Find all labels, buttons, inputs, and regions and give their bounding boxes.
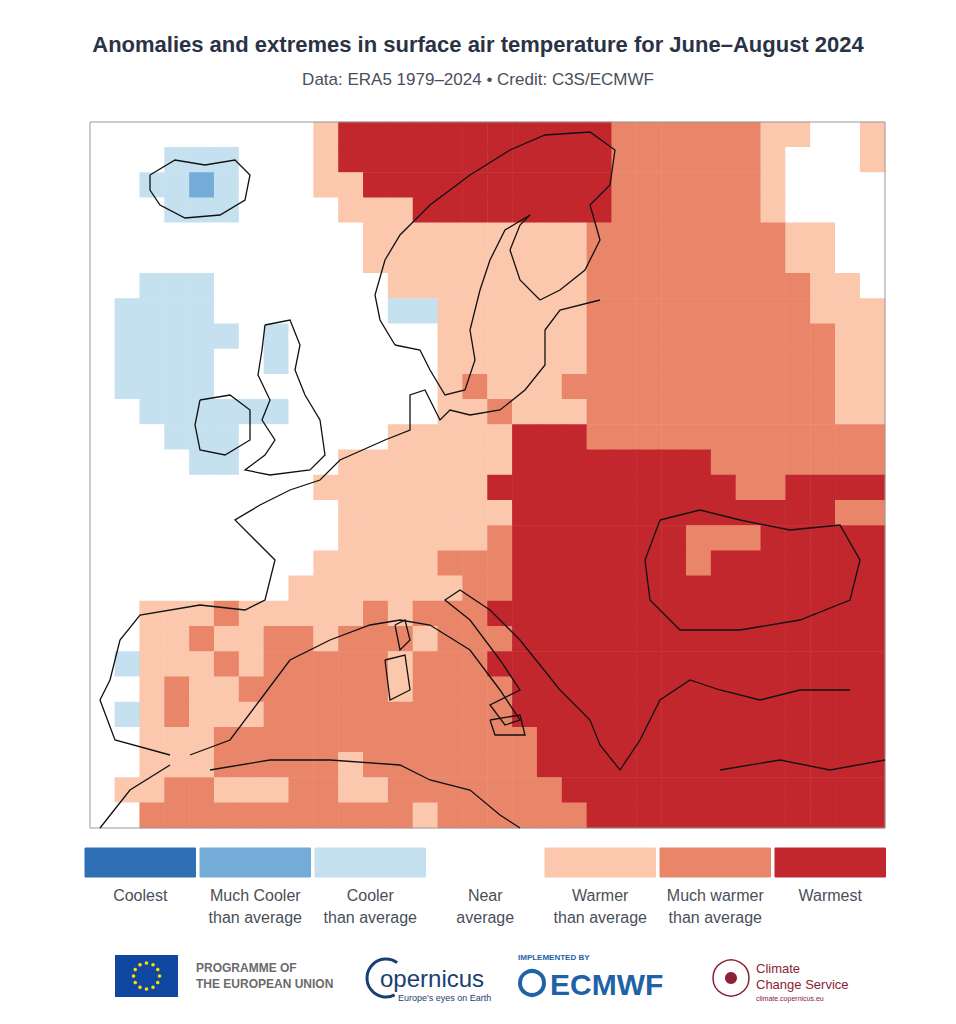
svg-text:ECMWF: ECMWF: [550, 968, 663, 1001]
svg-text:Much Cooler: Much Cooler: [210, 887, 301, 904]
svg-text:opernicus: opernicus: [380, 965, 484, 992]
svg-text:IMPLEMENTED BY: IMPLEMENTED BY: [518, 953, 590, 962]
svg-text:Coolest: Coolest: [113, 887, 168, 904]
svg-text:Data: ERA5 1979–2024 • Credit:: Data: ERA5 1979–2024 • Credit: C3S/ECMWF: [302, 70, 654, 89]
svg-text:average: average: [456, 909, 514, 926]
svg-text:than average: than average: [669, 909, 763, 926]
svg-text:Near: Near: [468, 887, 503, 904]
svg-text:than average: than average: [554, 909, 648, 926]
svg-text:Warmer: Warmer: [572, 887, 629, 904]
svg-text:climate.copernicus.eu: climate.copernicus.eu: [756, 995, 824, 1003]
svg-text:Climate: Climate: [756, 961, 800, 976]
svg-text:PROGRAMME OF: PROGRAMME OF: [196, 961, 297, 975]
svg-text:Much warmer: Much warmer: [667, 887, 765, 904]
svg-text:than average: than average: [209, 909, 303, 926]
svg-text:Change Service: Change Service: [756, 977, 849, 992]
svg-text:Anomalies and extremes in surf: Anomalies and extremes in surface air te…: [92, 32, 864, 57]
svg-text:THE EUROPEAN UNION: THE EUROPEAN UNION: [196, 977, 333, 991]
svg-text:than average: than average: [324, 909, 418, 926]
svg-text:Cooler: Cooler: [347, 887, 395, 904]
svg-text:Europe's eyes on Earth: Europe's eyes on Earth: [398, 993, 491, 1003]
svg-text:Warmest: Warmest: [799, 887, 863, 904]
